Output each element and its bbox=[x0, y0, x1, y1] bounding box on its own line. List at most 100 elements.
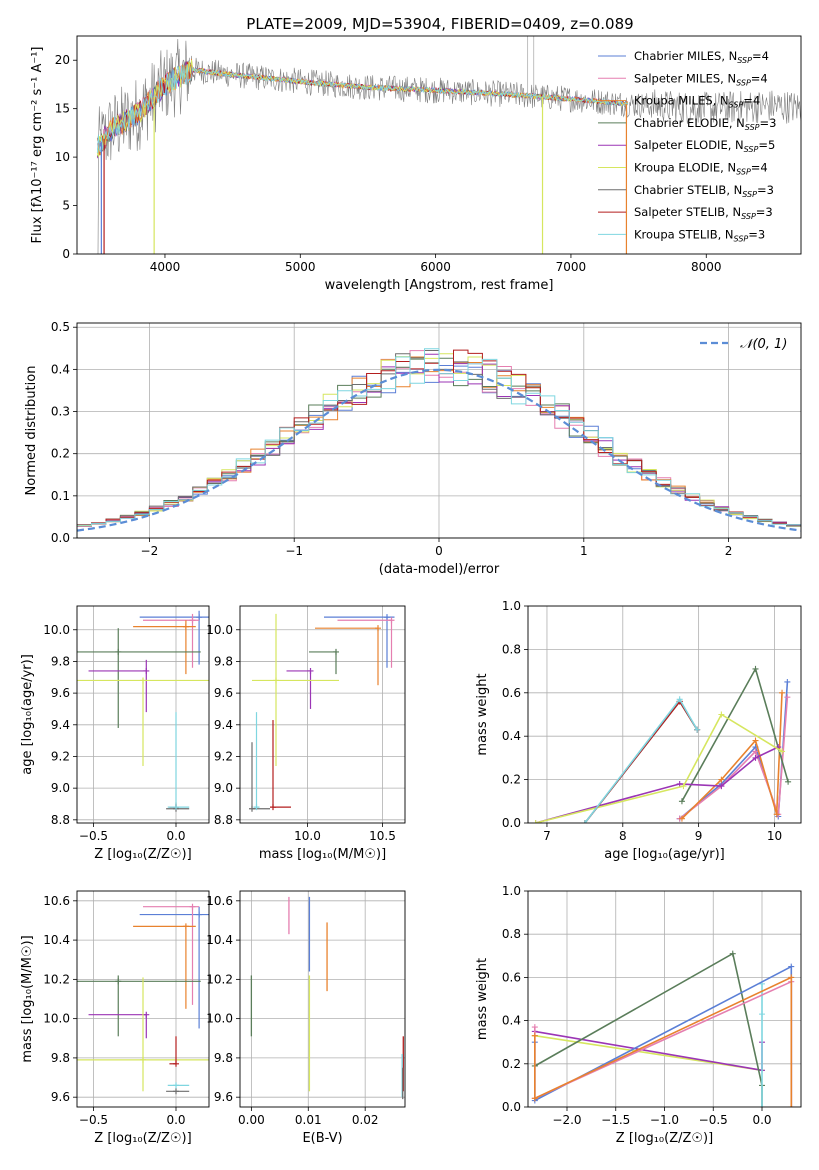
y-tick-label: 0.6 bbox=[502, 686, 521, 700]
y-tick-label: 20 bbox=[55, 53, 70, 67]
panel-4: 10.0 10.5 8.8 9.0 9.2 9.4 9.6 9.8 10.0 mass [log₁… bbox=[206, 605, 406, 862]
legend-suffix: =3 bbox=[756, 205, 773, 219]
data-point-marker bbox=[143, 667, 150, 674]
data-point-marker bbox=[785, 778, 792, 785]
x-tick-label: 8 bbox=[619, 829, 627, 843]
data-point-marker bbox=[388, 617, 395, 624]
legend-label: 𝒩(0, 1) bbox=[740, 337, 787, 352]
legend-label: Kroupa MILES, NSSP=4 bbox=[634, 94, 760, 110]
data-point-marker bbox=[253, 804, 260, 811]
legend-suffix: =3 bbox=[760, 116, 777, 130]
data-point-marker bbox=[676, 696, 683, 703]
x-tick-label: −2.0 bbox=[552, 1113, 581, 1127]
y-tick-label: 8.8 bbox=[214, 813, 233, 827]
data-point-marker bbox=[189, 903, 196, 910]
y-tick-label: 9.8 bbox=[51, 654, 70, 668]
x-axis-label: E(B-V) bbox=[302, 1131, 342, 1146]
x-axis-label: wavelength [Angstrom, rest frame] bbox=[325, 278, 554, 293]
data-point-marker bbox=[531, 1032, 538, 1039]
y-tick-label: 0.6 bbox=[502, 970, 521, 984]
data-point-marker bbox=[333, 648, 339, 655]
y-tick-label: 9.8 bbox=[214, 1051, 233, 1065]
data-point-marker bbox=[784, 694, 791, 701]
x-tick-label: 0 bbox=[435, 544, 443, 558]
data-point-marker bbox=[143, 1011, 150, 1018]
data-point-marker bbox=[140, 677, 146, 684]
x-tick-label: −1 bbox=[285, 544, 303, 558]
model-spectrum-line bbox=[96, 64, 629, 154]
data-point-marker bbox=[273, 677, 279, 684]
x-tick-label: −0.5 bbox=[699, 1113, 728, 1127]
plot-area bbox=[528, 606, 801, 823]
x-tick-label: 9 bbox=[695, 829, 703, 843]
panel-1: 4000 5000 6000 7000 8000 0 5 10 15 20 wavelength [… bbox=[30, 35, 802, 293]
mass-weight-line bbox=[681, 666, 789, 802]
mass-weight-line bbox=[535, 746, 779, 823]
legend-subscript: SSP bbox=[736, 78, 751, 87]
panel-3: −0.5 0.0 8.8 9.0 9.2 9.4 9.6 9.8 10.0 Z [log₁₀(Z/… bbox=[20, 605, 210, 862]
data-point-marker bbox=[779, 748, 786, 755]
y-tick-label: 9.6 bbox=[51, 686, 70, 700]
plot-area bbox=[240, 891, 405, 1107]
y-tick-label: 0.8 bbox=[502, 927, 521, 941]
y-tick-label: 0.0 bbox=[502, 816, 521, 830]
y-tick-label: 1.0 bbox=[502, 599, 521, 613]
legend-label: Chabrier MILES, NSSP=4 bbox=[634, 49, 769, 65]
legend-label: Salpeter ELODIE, NSSP=5 bbox=[634, 138, 775, 154]
data-point-marker bbox=[196, 911, 203, 918]
y-tick-label: 9.0 bbox=[214, 781, 233, 795]
data-point-marker bbox=[680, 783, 687, 790]
axes-frame bbox=[76, 890, 210, 1108]
data-point-marker bbox=[270, 804, 276, 811]
legend-subscript: SSP bbox=[736, 168, 751, 177]
axes-frame bbox=[76, 322, 802, 539]
data-point-marker bbox=[173, 1088, 179, 1095]
y-tick-label: 0.3 bbox=[51, 405, 70, 419]
x-tick-label: −0.5 bbox=[79, 829, 108, 843]
y-axis-label: mass weight bbox=[475, 958, 490, 1040]
data-point-marker bbox=[773, 811, 780, 818]
data-point-marker bbox=[307, 667, 314, 674]
y-tick-label: 0.2 bbox=[502, 1057, 521, 1071]
legend-suffix: =4 bbox=[752, 49, 769, 63]
panel-2: −2 −1 0 1 2 0.0 0.1 0.2 0.3 0.4 0.5 (data-model)/er… bbox=[24, 320, 802, 577]
x-axis-label: Z [log₁₀(Z/Z☉)] bbox=[616, 1131, 713, 1146]
axes-frame bbox=[76, 35, 802, 255]
y-axis-label: mass [log₁₀(M/M☉)] bbox=[20, 935, 35, 1062]
axes-frame bbox=[527, 605, 802, 824]
data-point-marker bbox=[752, 748, 759, 755]
x-tick-label: −1.0 bbox=[650, 1113, 679, 1127]
y-tick-label: 10.6 bbox=[43, 894, 70, 908]
axes-frame bbox=[239, 890, 406, 1108]
legend-subscript: SSP bbox=[742, 190, 757, 199]
y-tick-label: 0.2 bbox=[51, 447, 70, 461]
legend-suffix: =4 bbox=[751, 71, 768, 85]
legend-suffix: =4 bbox=[751, 161, 768, 175]
y-tick-label: 0.1 bbox=[51, 489, 70, 503]
data-point-marker bbox=[140, 1056, 146, 1063]
legend-subscript: SSP bbox=[741, 212, 756, 221]
data-point-marker bbox=[384, 614, 390, 621]
normal-curve-line bbox=[77, 368, 801, 532]
data-point-marker bbox=[752, 754, 759, 761]
legend-label: Kroupa ELODIE, NSSP=4 bbox=[634, 161, 768, 177]
legend-suffix: =5 bbox=[758, 138, 775, 152]
panel-5: 7 8 9 10 0.0 0.2 0.4 0.6 0.8 1.0 age [log₁₀(age/yr… bbox=[475, 599, 802, 862]
mass-weight-line bbox=[533, 965, 793, 1107]
data-point-marker bbox=[196, 614, 203, 621]
x-tick-label: 7000 bbox=[556, 260, 587, 274]
data-point-marker bbox=[788, 974, 795, 981]
x-tick-label: 1 bbox=[580, 544, 588, 558]
y-tick-label: 0.4 bbox=[51, 362, 70, 376]
data-point-marker bbox=[759, 1104, 765, 1107]
y-tick-label: 9.6 bbox=[214, 686, 233, 700]
x-tick-label: 10 bbox=[767, 829, 782, 843]
y-tick-label: 10.2 bbox=[206, 972, 233, 986]
data-point-marker bbox=[676, 780, 683, 787]
data-point-marker bbox=[182, 623, 189, 630]
x-tick-label: 5000 bbox=[285, 260, 316, 274]
y-tick-label: 0.0 bbox=[502, 1100, 521, 1114]
x-tick-label: −1.5 bbox=[601, 1113, 630, 1127]
y-axis-label: Flux [fλ10⁻¹⁷ erg cm⁻² s⁻¹ A⁻¹] bbox=[30, 47, 45, 244]
panel-6: −0.5 0.0 9.6 9.8 10.0 10.2 10.4 10.6 Z [log₁₀(Z/… bbox=[20, 890, 210, 1146]
